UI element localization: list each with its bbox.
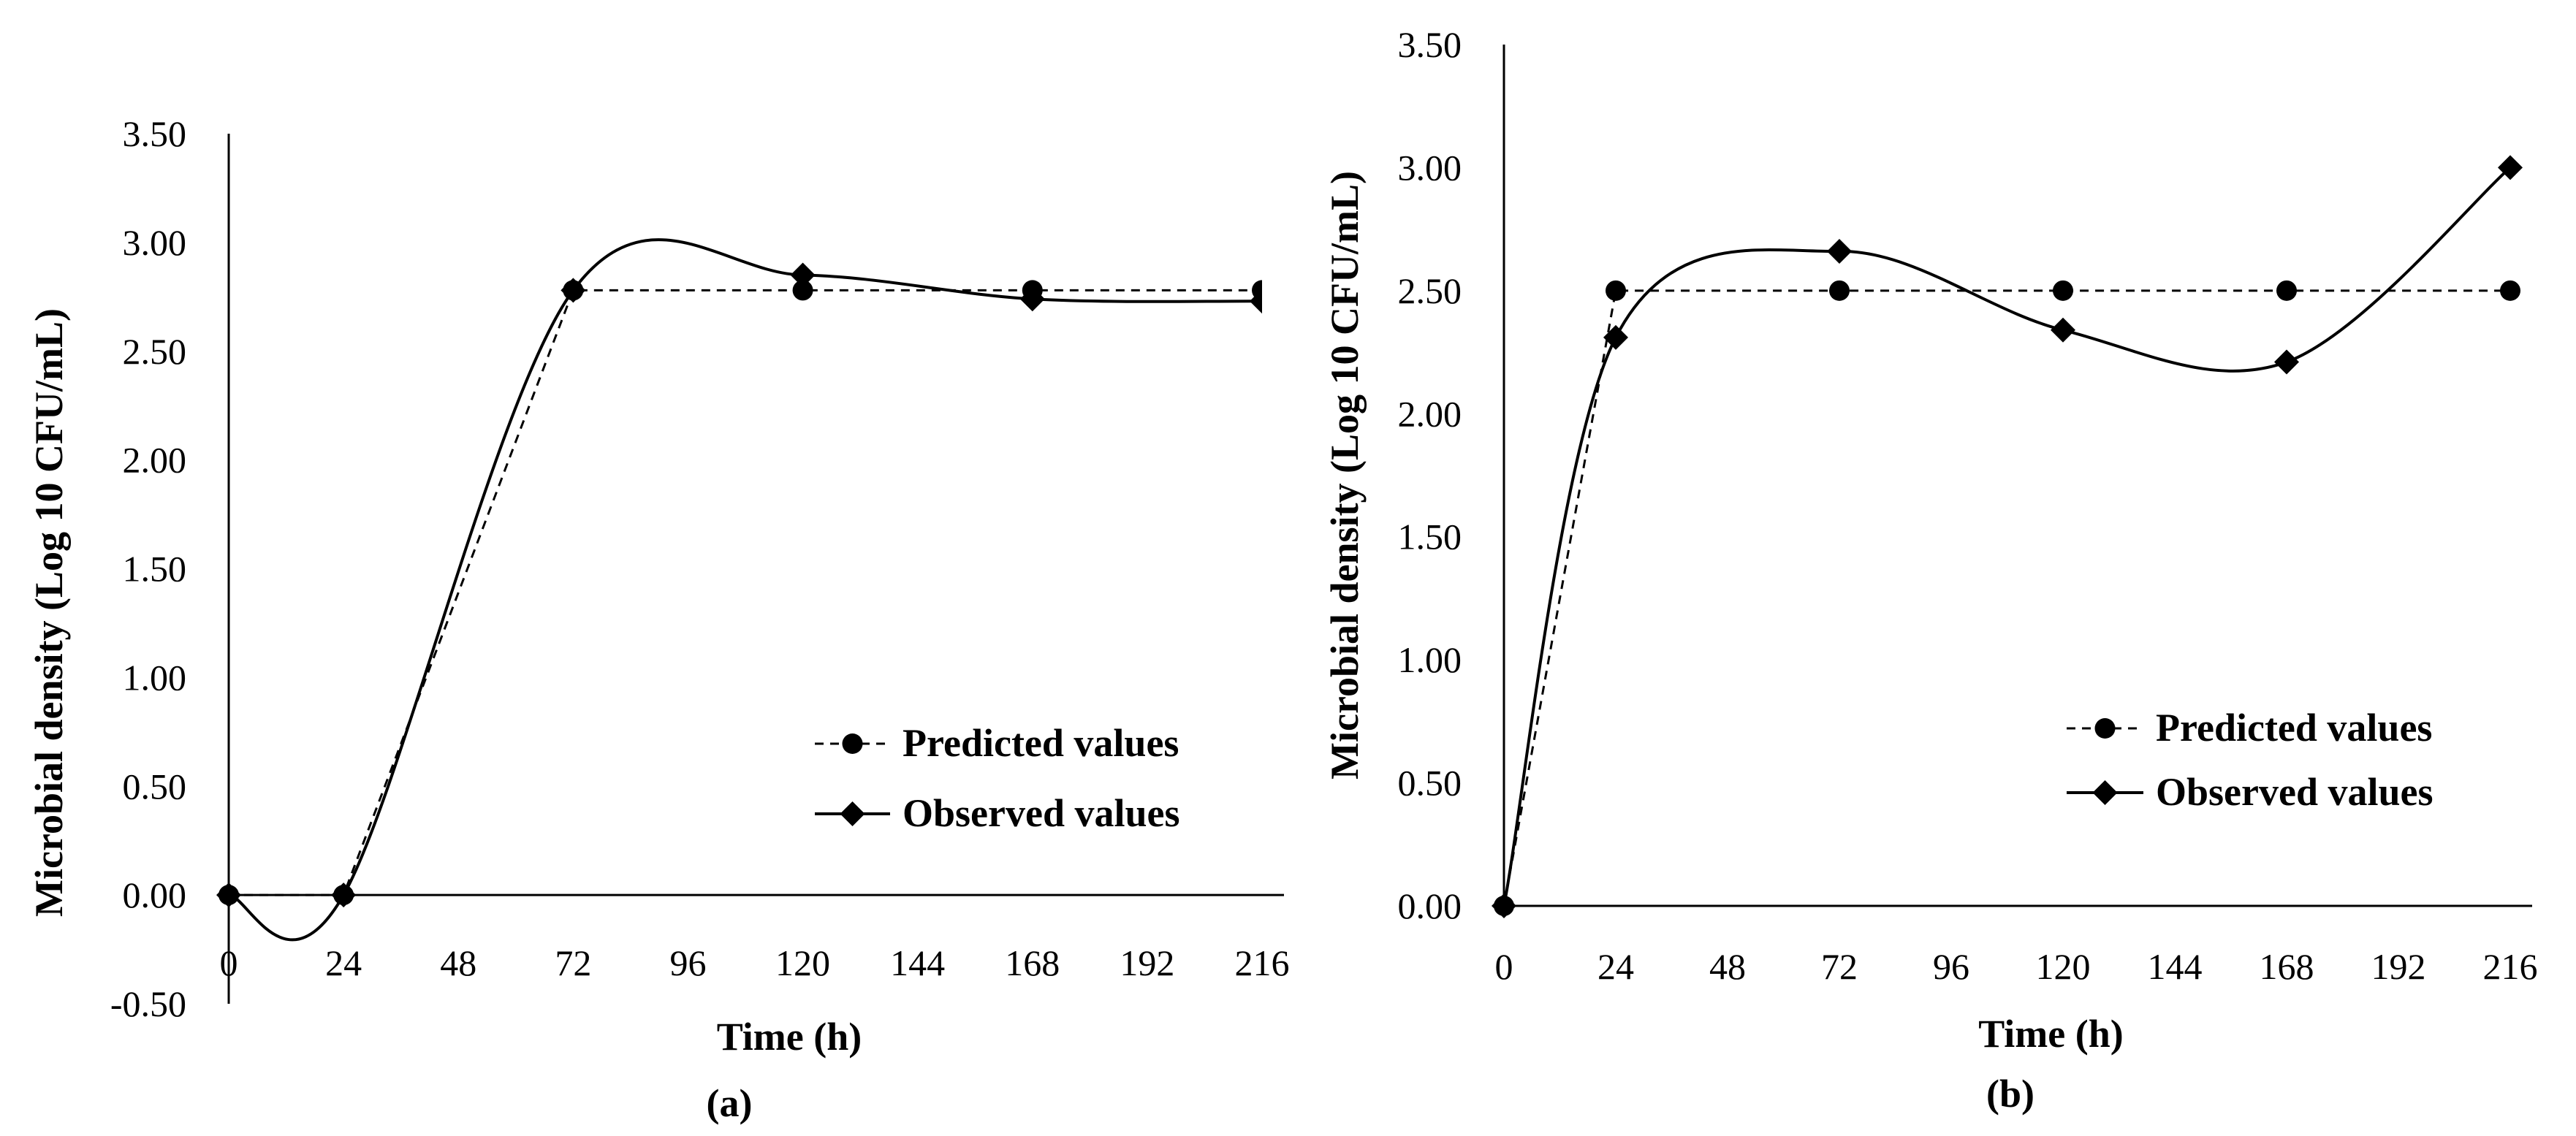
data-point-observed — [1250, 289, 1262, 314]
x-tick-label: 24 — [325, 942, 362, 983]
y-tick-label: 0.00 — [123, 874, 187, 915]
legend-label: Predicted values — [903, 721, 1179, 765]
x-tick-label: 0 — [220, 942, 238, 983]
data-point-predicted — [2053, 280, 2073, 301]
data-point-observed — [561, 278, 586, 303]
plot-area — [1492, 155, 2523, 918]
x-tick-label: 168 — [1005, 942, 1060, 983]
y-tick-label: 1.00 — [1398, 639, 1462, 680]
legend-label: Predicted values — [2156, 706, 2432, 750]
y-tick-label: 1.50 — [1398, 516, 1462, 557]
series-line-observed — [1502, 166, 2512, 907]
x-tick-label: 48 — [1709, 946, 1746, 987]
x-tick-label: 216 — [1235, 942, 1290, 983]
x-tick-label: 120 — [2036, 946, 2091, 987]
x-tick-label: 48 — [440, 942, 476, 983]
data-point-observed — [1492, 893, 1516, 918]
data-point-predicted — [2276, 280, 2297, 301]
y-tick-label: 2.00 — [123, 440, 187, 481]
data-point-observed — [331, 883, 357, 908]
x-tick-label: 216 — [2483, 946, 2538, 987]
y-tick-label: 1.50 — [123, 549, 187, 590]
data-point-observed — [216, 883, 241, 908]
plot-area — [216, 238, 1262, 942]
y-tick-label: 1.00 — [123, 657, 187, 698]
y-tick-label: 2.00 — [1398, 393, 1462, 434]
x-axis-title: Time (h) — [1978, 1012, 2124, 1056]
data-point-observed — [2498, 155, 2523, 180]
x-tick-label: 192 — [1120, 942, 1174, 983]
data-point-observed — [1603, 324, 1628, 350]
data-point-observed — [2051, 317, 2075, 343]
x-tick-label: 72 — [1821, 946, 1858, 987]
x-tick-label: 96 — [669, 942, 706, 983]
legend: Predicted values Observed values — [2067, 706, 2433, 814]
x-tick-label: 192 — [2371, 946, 2426, 987]
x-tick-label: 0 — [1495, 946, 1513, 987]
data-point-observed — [2274, 349, 2299, 375]
y-tick-label: 3.50 — [123, 113, 187, 154]
panel-caption: (a) — [707, 1081, 753, 1125]
y-tick-label: 0.50 — [1398, 763, 1462, 804]
x-tick-label: 144 — [890, 942, 945, 983]
y-axis-title: Microbial density (Log 10 CFU/mL) — [1323, 171, 1367, 779]
x-tick-label: 96 — [1933, 946, 1969, 987]
y-tick-label: 0.00 — [1398, 885, 1462, 926]
y-axis-title: Microbial density (Log 10 CFU/mL) — [27, 308, 71, 917]
y-tick-label: -0.50 — [110, 983, 186, 1024]
y-tick-label: 2.50 — [1398, 270, 1462, 311]
x-tick-label: 144 — [2148, 946, 2203, 987]
data-point-predicted — [2500, 280, 2520, 301]
series-line-predicted — [229, 289, 1262, 896]
y-tick-label: 0.50 — [123, 766, 187, 807]
x-axis-title: Time (h) — [717, 1015, 862, 1059]
data-point-observed — [1019, 286, 1045, 312]
data-point-predicted — [1606, 280, 1626, 301]
y-tick-label: 3.00 — [1398, 147, 1462, 188]
data-point-predicted — [1829, 280, 1850, 301]
legend-marker — [2092, 780, 2118, 805]
y-tick-label: 3.50 — [1398, 24, 1462, 65]
legend-marker — [840, 801, 865, 826]
legend-marker — [842, 733, 863, 754]
legend-label: Observed values — [2156, 770, 2433, 814]
x-tick-label: 168 — [2260, 946, 2314, 987]
y-tick-label: 3.00 — [123, 222, 187, 263]
data-point-observed — [1827, 238, 1852, 264]
x-tick-label: 24 — [1597, 946, 1634, 987]
legend-label: Observed values — [903, 791, 1180, 835]
x-tick-label: 72 — [555, 942, 591, 983]
chart-panel-a: -0.50 0.00 0.50 1.00 1.50 2.00 2.50 3.00 3.50 0 24… — [27, 113, 1290, 1125]
legend: Predicted values Observed values — [815, 721, 1180, 835]
data-point-predicted — [792, 280, 813, 301]
x-tick-label: 120 — [775, 942, 830, 983]
y-tick-label: 2.50 — [123, 331, 187, 372]
panel-caption: (b) — [1986, 1072, 2034, 1116]
legend-marker — [2094, 718, 2116, 739]
chart-panel-b: 0.00 0.50 1.00 1.50 2.00 2.50 3.00 3.50 0 24 48 72 9… — [1323, 24, 2538, 1116]
data-point-observed — [790, 262, 816, 288]
